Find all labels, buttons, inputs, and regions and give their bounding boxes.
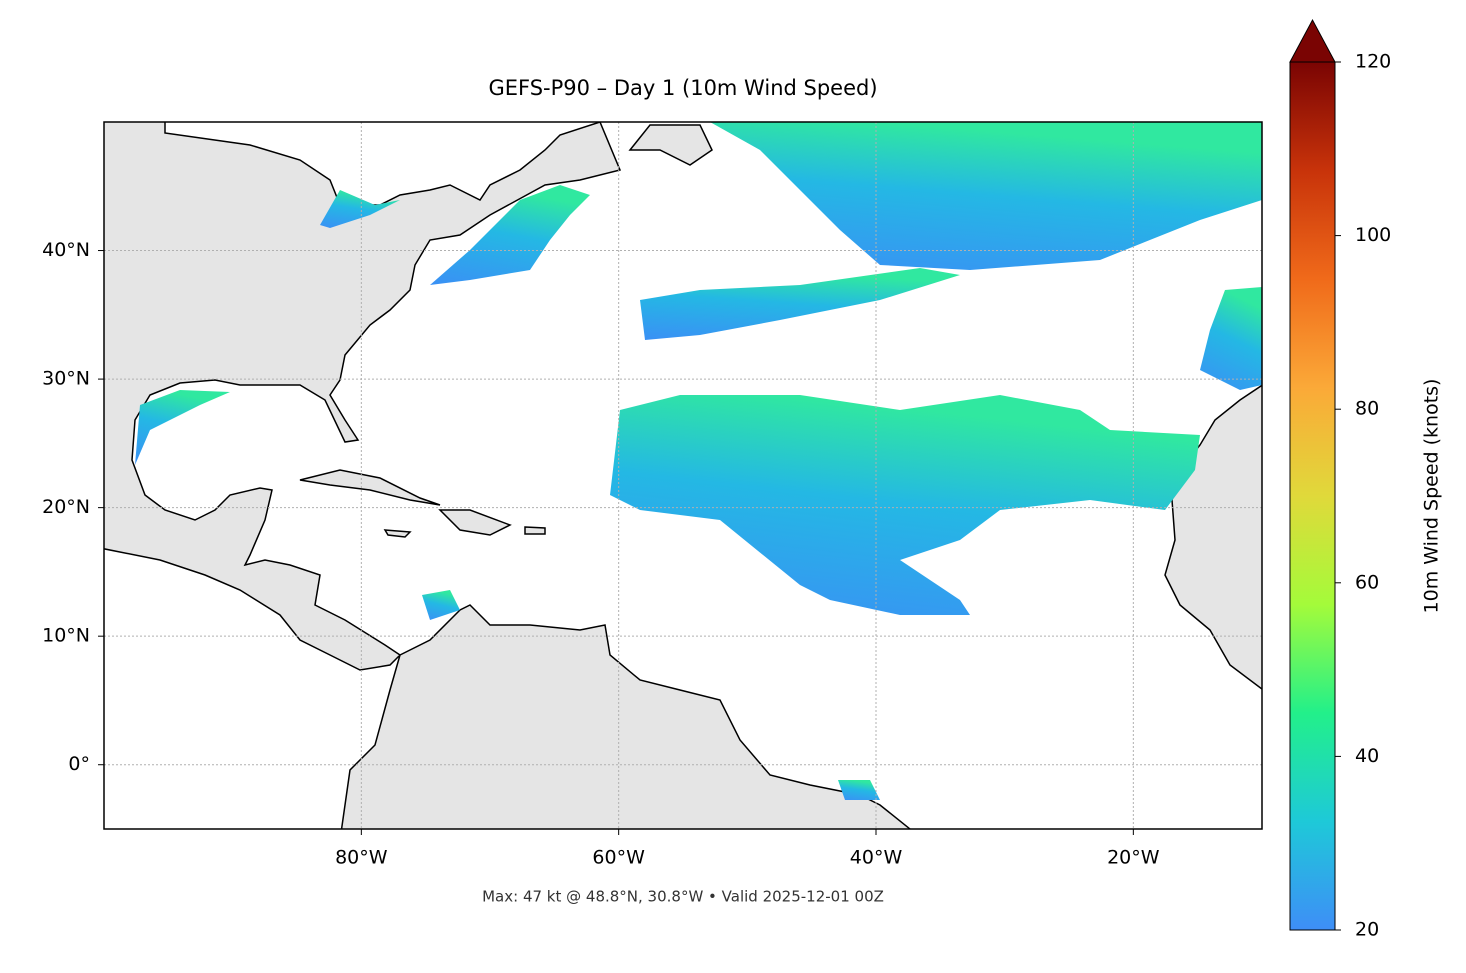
colorbar-tick-label: 20 [1355, 919, 1379, 941]
wind-area [640, 268, 960, 340]
colorbar-extend [1289, 18, 1336, 63]
x-tick-label: 80°W [335, 847, 388, 869]
x-tick-label: 60°W [592, 847, 645, 869]
hispaniola [438, 509, 512, 536]
chart-title: GEFS-P90 – Day 1 (10m Wind Speed) [488, 76, 877, 100]
grid [104, 122, 1262, 829]
colorbar [1289, 61, 1336, 931]
colorbar-tick-label: 120 [1355, 51, 1391, 73]
y-tick-label: 10°N [42, 625, 90, 647]
y-tick-label: 20°N [42, 496, 90, 518]
wind-area [710, 122, 1262, 270]
map-frame [103, 121, 1263, 830]
y-tick-label: 40°N [42, 239, 90, 261]
colorbar-tick-label: 60 [1355, 571, 1379, 593]
jamaica [383, 529, 412, 538]
newfoundland [628, 124, 713, 166]
x-tick-label: 40°W [850, 847, 903, 869]
colorbar-tick-label: 80 [1355, 398, 1379, 420]
wind-area [610, 395, 1200, 615]
wind-area [422, 590, 460, 620]
x-tick-label: 20°W [1107, 847, 1160, 869]
wind-area [430, 185, 590, 285]
colorbar-tick-label: 100 [1355, 224, 1391, 246]
wind-area [320, 190, 400, 228]
map-area [104, 122, 1262, 829]
colorbar-tick-label: 40 [1355, 745, 1379, 767]
cuba [299, 469, 441, 506]
colorbar-label: 10m Wind Speed (knots) [1421, 379, 1443, 614]
y-tick-label: 0° [68, 753, 90, 775]
puerto-rico [524, 526, 546, 535]
wind-area [838, 780, 880, 800]
wind-area [135, 390, 230, 465]
footer-note: Max: 47 kt @ 48.8°N, 30.8°W • Valid 2025… [482, 888, 884, 906]
north-central-america [104, 122, 622, 671]
wind-area [1200, 287, 1262, 390]
y-tick-label: 30°N [42, 368, 90, 390]
